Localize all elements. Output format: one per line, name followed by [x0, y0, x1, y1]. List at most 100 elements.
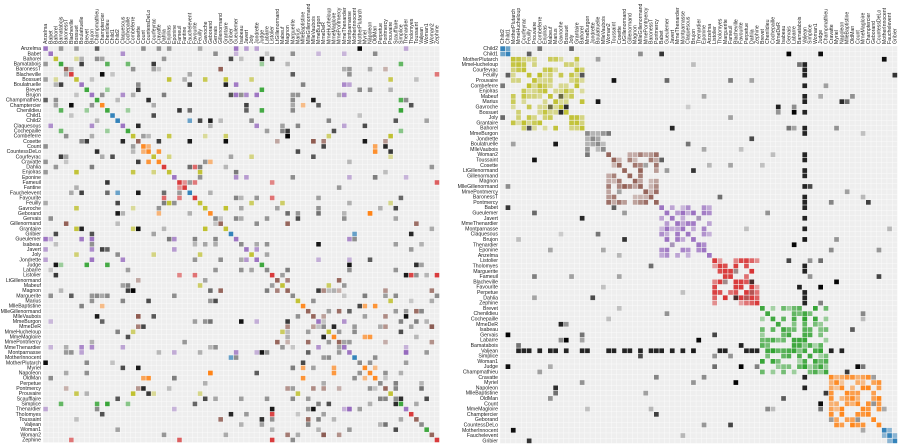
matrix-cell	[802, 83, 808, 89]
column-label: Pontmercy	[383, 19, 389, 44]
matrix-cell	[254, 370, 259, 376]
matrix-cell	[285, 278, 290, 283]
matrix-cell	[342, 319, 347, 324]
matrix-cell	[115, 329, 120, 335]
row-label: Gillenormand	[10, 221, 41, 227]
matrix-cell	[414, 77, 419, 82]
matrix-cell	[786, 348, 792, 354]
matrix-cell	[627, 152, 633, 157]
matrix-cell	[595, 141, 601, 147]
matrix-cell	[542, 78, 548, 83]
matrix-cell	[69, 72, 74, 77]
matrix-cell	[521, 88, 527, 94]
matrix-cell	[510, 72, 516, 78]
matrix-cell	[701, 242, 707, 248]
matrix-cell	[403, 308, 409, 314]
matrix-cell	[638, 173, 643, 179]
matrix-cell	[58, 61, 64, 67]
matrix-cell	[574, 83, 580, 89]
row-label: MmeHucheloup	[5, 329, 41, 335]
row-label: OldMan	[23, 376, 41, 382]
column-label: Feuilly	[198, 29, 204, 44]
matrix-cell	[622, 237, 627, 242]
matrix-cell	[408, 102, 414, 108]
column-label: Tholomyes	[409, 18, 415, 44]
matrix-cell	[48, 267, 53, 273]
matrix-cell	[187, 190, 193, 196]
matrix-cell	[424, 272, 429, 278]
matrix-cell	[218, 221, 223, 226]
matrix-cell	[839, 99, 845, 104]
matrix-cell	[526, 51, 532, 57]
row-label: Mabeuf	[24, 283, 42, 289]
matrix-cell	[834, 125, 839, 131]
matrix-cell	[579, 337, 585, 343]
row-label: MmeBurgon	[470, 131, 498, 137]
matrix-cell	[53, 164, 59, 170]
column-label: Listolier	[270, 26, 276, 44]
matrix-cell	[43, 406, 48, 412]
matrix-cell	[526, 115, 532, 120]
column-label: Cochepaille	[771, 17, 777, 44]
matrix-cell	[775, 321, 781, 327]
matrix-cell	[569, 125, 574, 131]
matrix-cell	[648, 189, 654, 195]
matrix-cell	[553, 390, 558, 396]
matrix-cell	[797, 364, 802, 369]
column-label: MmeHucheloup	[326, 8, 332, 44]
matrix-cell	[659, 215, 664, 221]
matrix-cell	[383, 375, 388, 381]
matrix-cell	[850, 374, 855, 380]
matrix-cell	[336, 92, 342, 98]
matrix-cell	[654, 200, 659, 205]
matrix-cell	[654, 189, 659, 195]
matrix-cell	[786, 258, 792, 263]
matrix-cell	[120, 345, 126, 350]
matrix-cell	[839, 396, 845, 401]
matrix-cell	[712, 284, 717, 290]
matrix-cell	[516, 67, 521, 73]
matrix-cell	[434, 293, 440, 299]
matrix-cell	[69, 190, 74, 196]
matrix-cell	[305, 308, 311, 314]
matrix-cell	[828, 401, 834, 407]
matrix-cell	[813, 348, 818, 354]
matrix-cell	[818, 327, 823, 332]
column-label: Javert	[670, 29, 676, 44]
matrix-cell	[532, 157, 537, 163]
matrix-cell	[738, 295, 744, 301]
matrix-cell	[362, 293, 368, 299]
matrix-cell	[675, 231, 680, 237]
column-label: Claquesous	[120, 16, 126, 44]
matrix-cell	[802, 290, 808, 295]
row-label: Gribier	[482, 438, 498, 444]
matrix-cell	[295, 216, 301, 221]
column-label: Cravatte	[156, 24, 162, 44]
column-label: Marius	[553, 28, 559, 44]
matrix-cell	[105, 293, 110, 299]
matrix-cell	[526, 88, 532, 94]
matrix-cell	[166, 154, 172, 159]
matrix-cell	[807, 274, 813, 279]
matrix-cell	[141, 144, 146, 149]
matrix-cell	[89, 293, 95, 299]
matrix-cell	[754, 348, 760, 354]
matrix-cell	[781, 369, 786, 375]
matrix-cell	[807, 327, 813, 332]
row-label: MmeBurgon	[13, 319, 41, 325]
matrix-cell	[802, 94, 808, 99]
matrix-cell	[280, 283, 285, 288]
column-label: Jondrette	[254, 22, 260, 44]
matrix-cell	[398, 329, 404, 335]
matrix-cell	[388, 391, 393, 396]
matrix-cell	[367, 360, 373, 365]
column-label: Myriel	[362, 30, 368, 44]
row-label: Gavroche	[476, 105, 499, 111]
matrix-cell	[136, 87, 141, 93]
matrix-cell	[269, 417, 275, 422]
matrix-cell	[606, 173, 611, 179]
matrix-cell	[548, 348, 553, 354]
row-label: Valjean	[481, 348, 498, 354]
row-label: Eponine	[479, 248, 498, 254]
matrix-cell	[632, 157, 638, 163]
